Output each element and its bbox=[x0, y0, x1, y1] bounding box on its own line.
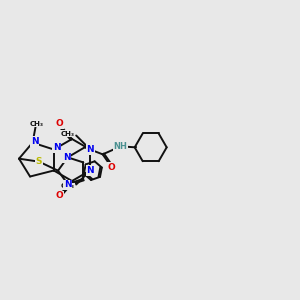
Text: N: N bbox=[86, 166, 94, 175]
Text: N: N bbox=[31, 137, 38, 146]
Text: O: O bbox=[55, 191, 63, 200]
Text: N: N bbox=[64, 181, 71, 190]
Text: CH₃: CH₃ bbox=[60, 184, 74, 190]
Text: CH₃: CH₃ bbox=[60, 130, 74, 136]
Text: NH: NH bbox=[114, 142, 128, 151]
Text: N: N bbox=[53, 143, 61, 152]
Text: S: S bbox=[36, 157, 42, 166]
Text: N: N bbox=[86, 145, 94, 154]
Text: N: N bbox=[63, 153, 70, 162]
Text: O: O bbox=[108, 163, 116, 172]
Text: CH₃: CH₃ bbox=[30, 121, 44, 127]
Text: O: O bbox=[55, 119, 63, 128]
